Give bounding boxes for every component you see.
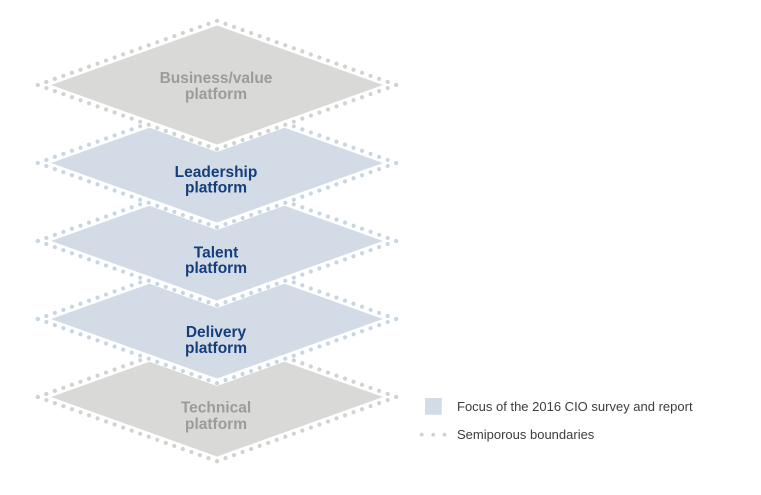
svg-text:Leadership: Leadership xyxy=(175,164,258,181)
svg-text:Talent: Talent xyxy=(194,244,239,261)
svg-text:Business/value: Business/value xyxy=(160,70,273,87)
svg-text:platform: platform xyxy=(185,180,247,197)
svg-text:Focus of the 2016 CIO survey a: Focus of the 2016 CIO survey and report xyxy=(457,399,693,414)
svg-text:Delivery: Delivery xyxy=(186,324,247,341)
svg-text:platform: platform xyxy=(185,340,247,357)
svg-text:platform: platform xyxy=(185,416,247,433)
svg-text:platform: platform xyxy=(185,86,247,103)
svg-text:Semiporous boundaries: Semiporous boundaries xyxy=(457,427,595,442)
svg-text:Technical: Technical xyxy=(181,400,251,417)
svg-text:platform: platform xyxy=(185,260,247,277)
